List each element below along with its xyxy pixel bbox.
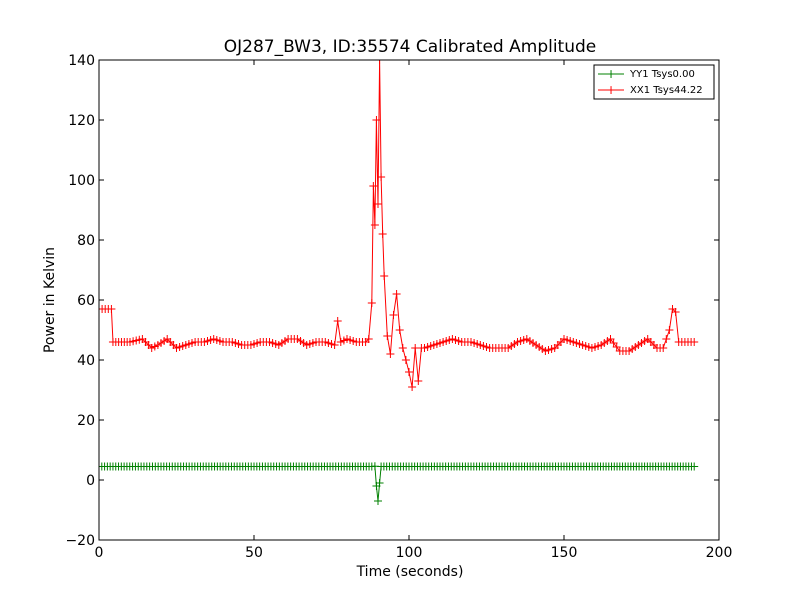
data-point bbox=[398, 344, 407, 352]
data-point bbox=[395, 326, 404, 334]
y-tick-label: 120 bbox=[68, 113, 95, 129]
data-point bbox=[405, 368, 413, 376]
data-point bbox=[369, 182, 378, 190]
data-point bbox=[378, 230, 387, 238]
x-tick-label: 0 bbox=[95, 545, 104, 561]
data-point bbox=[380, 272, 389, 280]
chart-title: OJ287_BW3, ID:35574 Calibrated Amplitude bbox=[224, 37, 597, 57]
data-point bbox=[659, 344, 668, 352]
x-axis-label: Time (seconds) bbox=[356, 564, 464, 580]
series-line-0 bbox=[99, 465, 695, 502]
data-point bbox=[330, 341, 339, 349]
x-tick-label: 150 bbox=[551, 545, 578, 561]
legend-label-xx1: XX1 Tsys44.22 bbox=[630, 85, 703, 96]
data-point bbox=[375, 479, 384, 487]
data-point bbox=[367, 299, 376, 307]
y-tick-label: −20 bbox=[65, 533, 95, 549]
data-point bbox=[671, 308, 680, 316]
data-point bbox=[386, 350, 395, 358]
data-point bbox=[370, 221, 379, 229]
legend-marker-yy1: + bbox=[606, 67, 616, 81]
data-point bbox=[372, 116, 381, 124]
y-tick-label: 60 bbox=[77, 293, 95, 309]
y-axis-label: Power in Kelvin bbox=[42, 247, 58, 353]
data-point bbox=[414, 377, 423, 385]
data-point bbox=[665, 326, 674, 334]
plot-area bbox=[99, 60, 699, 505]
data-point bbox=[107, 305, 116, 313]
data-point bbox=[333, 317, 342, 325]
y-tick-label: 140 bbox=[68, 53, 95, 69]
data-point bbox=[383, 332, 392, 340]
legend: + YY1 Tsys0.00 + XX1 Tsys44.22 bbox=[593, 64, 715, 100]
data-point bbox=[662, 335, 671, 343]
x-tick-label: 100 bbox=[396, 545, 423, 561]
y-tick-label: 80 bbox=[77, 233, 95, 249]
legend-box bbox=[593, 64, 715, 100]
data-point bbox=[389, 311, 398, 319]
series-line-1 bbox=[99, 60, 695, 388]
x-tick-label: 200 bbox=[706, 545, 733, 561]
data-point bbox=[690, 462, 699, 471]
data-point bbox=[392, 290, 401, 298]
x-tick-label: 50 bbox=[245, 545, 263, 561]
data-point bbox=[408, 383, 417, 391]
data-point bbox=[377, 173, 386, 181]
y-tick-label: 0 bbox=[86, 473, 95, 489]
y-tick-label: 100 bbox=[68, 173, 95, 189]
data-point bbox=[690, 338, 699, 346]
legend-label-yy1: YY1 Tsys0.00 bbox=[629, 69, 695, 80]
legend-marker-xx1: + bbox=[606, 83, 616, 97]
data-point bbox=[375, 60, 384, 64]
data-point bbox=[374, 200, 382, 208]
y-tick-label: 20 bbox=[77, 413, 95, 429]
data-point bbox=[364, 335, 373, 343]
data-point bbox=[374, 497, 382, 505]
y-tick-label: 40 bbox=[77, 353, 95, 369]
data-point bbox=[401, 356, 410, 364]
